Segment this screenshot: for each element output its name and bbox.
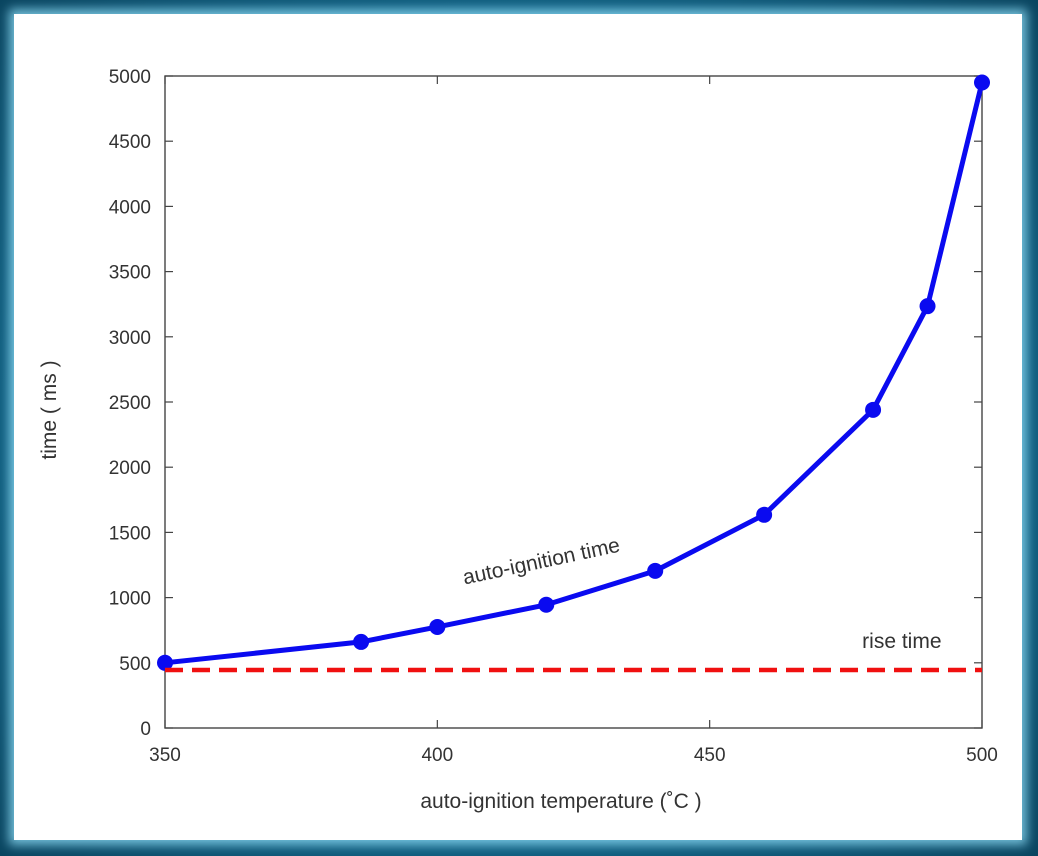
data-point (647, 562, 664, 579)
data-point (865, 401, 882, 418)
data-point (538, 596, 555, 613)
y-axis-label: time ( ms ) (38, 360, 61, 459)
y-tick-labels: 0 500 1000 1500 2000 2500 3000 3500 4000 4500 5000 (109, 67, 151, 740)
y-tick-label: 1500 (109, 523, 151, 544)
x-tick-label: 350 (149, 745, 181, 766)
x-axis-label: auto-ignition temperature (˚C ) (420, 790, 701, 813)
y-tick-label: 5000 (109, 67, 151, 88)
annotation-rise-time: rise time (862, 630, 941, 653)
y-tick-label: 4000 (109, 197, 151, 218)
plot-area (164, 75, 983, 729)
x-tick-labels: 350 400 450 500 (149, 745, 998, 766)
x-tick-label: 400 (421, 745, 453, 766)
data-point (756, 506, 773, 523)
data-point (353, 633, 370, 650)
y-tick-label: 500 (119, 654, 151, 675)
y-tick-label: 0 (140, 719, 151, 740)
y-tick-label: 1000 (109, 589, 151, 610)
y-tick-label: 2000 (109, 458, 151, 479)
y-tick-label: 3000 (109, 328, 151, 349)
y-tick-label: 2500 (109, 393, 151, 414)
y-tick-label: 4500 (109, 132, 151, 153)
data-point (919, 298, 936, 315)
x-tick-label: 450 (694, 745, 726, 766)
data-point (157, 654, 173, 671)
data-point (429, 618, 446, 635)
series-group (157, 74, 990, 673)
y-tick-label: 3500 (109, 263, 151, 284)
x-tick-label: 500 (966, 745, 998, 766)
data-point (974, 74, 990, 91)
